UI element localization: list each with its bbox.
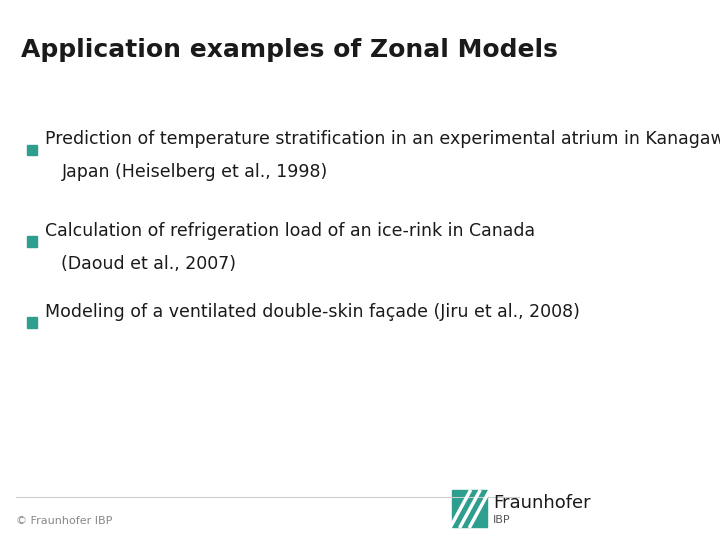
FancyBboxPatch shape (452, 490, 487, 526)
Text: Prediction of temperature stratification in an experimental atrium in Kanagawa,: Prediction of temperature stratification… (45, 131, 720, 149)
Text: (Daoud et al., 2007): (Daoud et al., 2007) (61, 255, 236, 273)
Text: Calculation of refrigeration load of an ice-rink in Canada: Calculation of refrigeration load of an … (45, 222, 536, 240)
Text: IBP: IBP (493, 515, 510, 525)
FancyBboxPatch shape (27, 145, 37, 155)
Text: Japan (Heiselberg et al., 1998): Japan (Heiselberg et al., 1998) (61, 163, 328, 181)
Text: Application examples of Zonal Models: Application examples of Zonal Models (22, 38, 558, 62)
Text: Modeling of a ventilated double-skin façade (Jiru et al., 2008): Modeling of a ventilated double-skin faç… (45, 303, 580, 321)
Text: Fraunhofer: Fraunhofer (493, 494, 590, 511)
Text: © Fraunhofer IBP: © Fraunhofer IBP (16, 516, 112, 526)
FancyBboxPatch shape (27, 318, 37, 328)
FancyBboxPatch shape (27, 237, 37, 247)
